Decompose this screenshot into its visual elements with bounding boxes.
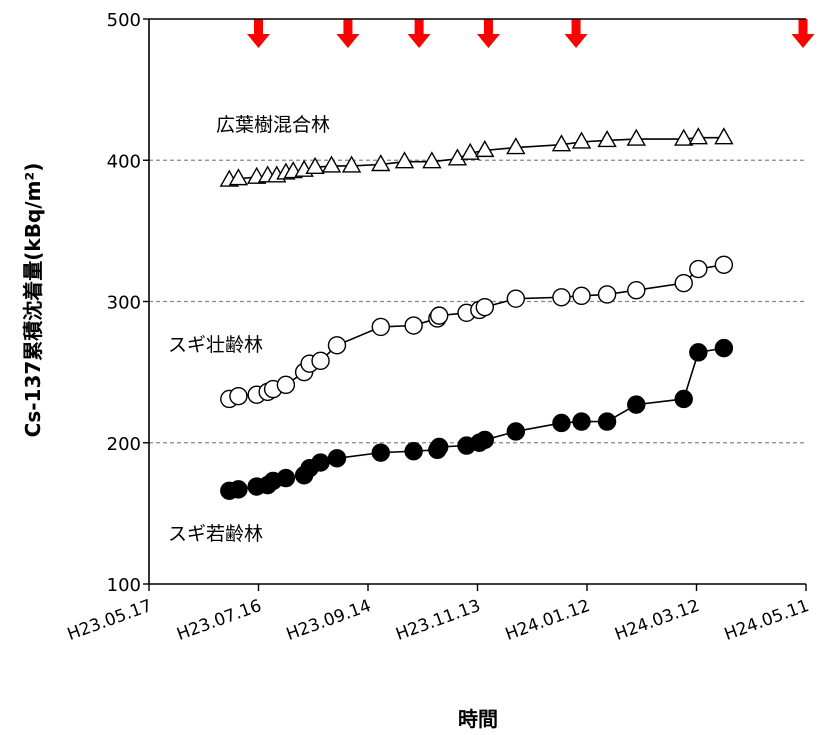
data-point bbox=[228, 168, 249, 186]
data-point bbox=[447, 148, 468, 166]
y-tick-label: 300 bbox=[107, 293, 141, 314]
data-point bbox=[597, 130, 617, 148]
data-point bbox=[627, 395, 646, 414]
y-tick-label: 200 bbox=[107, 434, 141, 455]
data-point bbox=[371, 317, 390, 337]
data-point bbox=[571, 131, 592, 149]
series-1 bbox=[220, 255, 734, 409]
deposition-arrow bbox=[564, 19, 588, 48]
series-layer bbox=[219, 127, 734, 500]
data-point bbox=[305, 156, 325, 175]
data-point bbox=[714, 127, 734, 145]
data-point bbox=[327, 336, 347, 355]
x-tick-label: H24.03.12 bbox=[612, 596, 702, 645]
data-point bbox=[229, 386, 248, 406]
data-point bbox=[597, 412, 617, 431]
deposition-arrows bbox=[247, 19, 815, 48]
deposition-arrow bbox=[476, 19, 500, 48]
series-label-broadleaf-mixed: 広葉樹混合林 bbox=[216, 114, 330, 136]
data-point bbox=[371, 154, 391, 172]
data-point bbox=[460, 142, 480, 160]
data-point bbox=[429, 306, 449, 325]
data-point bbox=[341, 155, 362, 173]
data-point bbox=[552, 413, 571, 433]
data-point bbox=[674, 128, 694, 146]
data-point bbox=[327, 449, 347, 468]
series-label-mature-cedar: スギ壮齢林 bbox=[168, 334, 263, 356]
data-point bbox=[626, 128, 646, 146]
data-point bbox=[689, 343, 708, 362]
y-tick-label: 500 bbox=[107, 10, 141, 31]
x-tick-label: H24.01.12 bbox=[503, 596, 593, 645]
data-point bbox=[475, 139, 495, 158]
data-point bbox=[674, 389, 693, 409]
data-point bbox=[627, 281, 646, 300]
data-point bbox=[714, 338, 734, 358]
data-point bbox=[321, 155, 342, 173]
data-point bbox=[475, 430, 494, 450]
data-point bbox=[597, 285, 617, 304]
deposition-arrow bbox=[247, 19, 270, 48]
y-axis-title: Cs-137累積沈着量(kBq/m²) bbox=[21, 163, 45, 438]
data-point bbox=[714, 255, 734, 274]
data-point bbox=[404, 442, 423, 461]
data-point bbox=[551, 134, 572, 152]
data-point bbox=[311, 453, 330, 472]
data-point bbox=[572, 286, 591, 306]
data-point bbox=[688, 127, 709, 145]
y-tick-label: 400 bbox=[107, 151, 141, 172]
y-tick-label: 100 bbox=[107, 575, 141, 596]
data-point bbox=[552, 288, 571, 307]
x-axis-title: 時間 bbox=[458, 707, 498, 731]
x-tick-label: H24.05.11 bbox=[722, 596, 812, 645]
data-point bbox=[475, 297, 494, 317]
data-point bbox=[394, 151, 415, 169]
data-point bbox=[422, 151, 442, 169]
deposition-arrow bbox=[407, 19, 431, 48]
data-point bbox=[229, 480, 248, 499]
x-tick-label: H23.05.17 bbox=[65, 596, 155, 645]
data-point bbox=[404, 316, 423, 335]
data-point bbox=[689, 259, 708, 279]
data-point bbox=[572, 412, 591, 431]
data-point bbox=[311, 351, 330, 371]
data-point bbox=[371, 443, 390, 462]
series-label-young-cedar: スギ若齢林 bbox=[168, 523, 263, 545]
x-tick-label: H23.07.16 bbox=[174, 596, 264, 645]
data-point bbox=[506, 422, 526, 441]
data-point bbox=[276, 468, 296, 488]
x-tick-label: H23.11.13 bbox=[393, 596, 483, 645]
data-point bbox=[674, 273, 693, 293]
labels: 時間 Cs-137累積沈着量(kBq/m²) 広葉樹混合林 スギ壮齢林 スギ若齢… bbox=[21, 114, 498, 731]
data-point bbox=[276, 375, 296, 395]
series-0 bbox=[219, 127, 734, 187]
deposition-arrow bbox=[336, 19, 360, 48]
deposition-arrow bbox=[791, 19, 815, 48]
data-point bbox=[506, 137, 526, 155]
x-tick-label: H23.09.14 bbox=[284, 596, 374, 645]
grid-lines bbox=[149, 159, 806, 444]
data-point bbox=[506, 289, 526, 308]
series-2 bbox=[220, 338, 734, 500]
data-point bbox=[429, 437, 449, 457]
